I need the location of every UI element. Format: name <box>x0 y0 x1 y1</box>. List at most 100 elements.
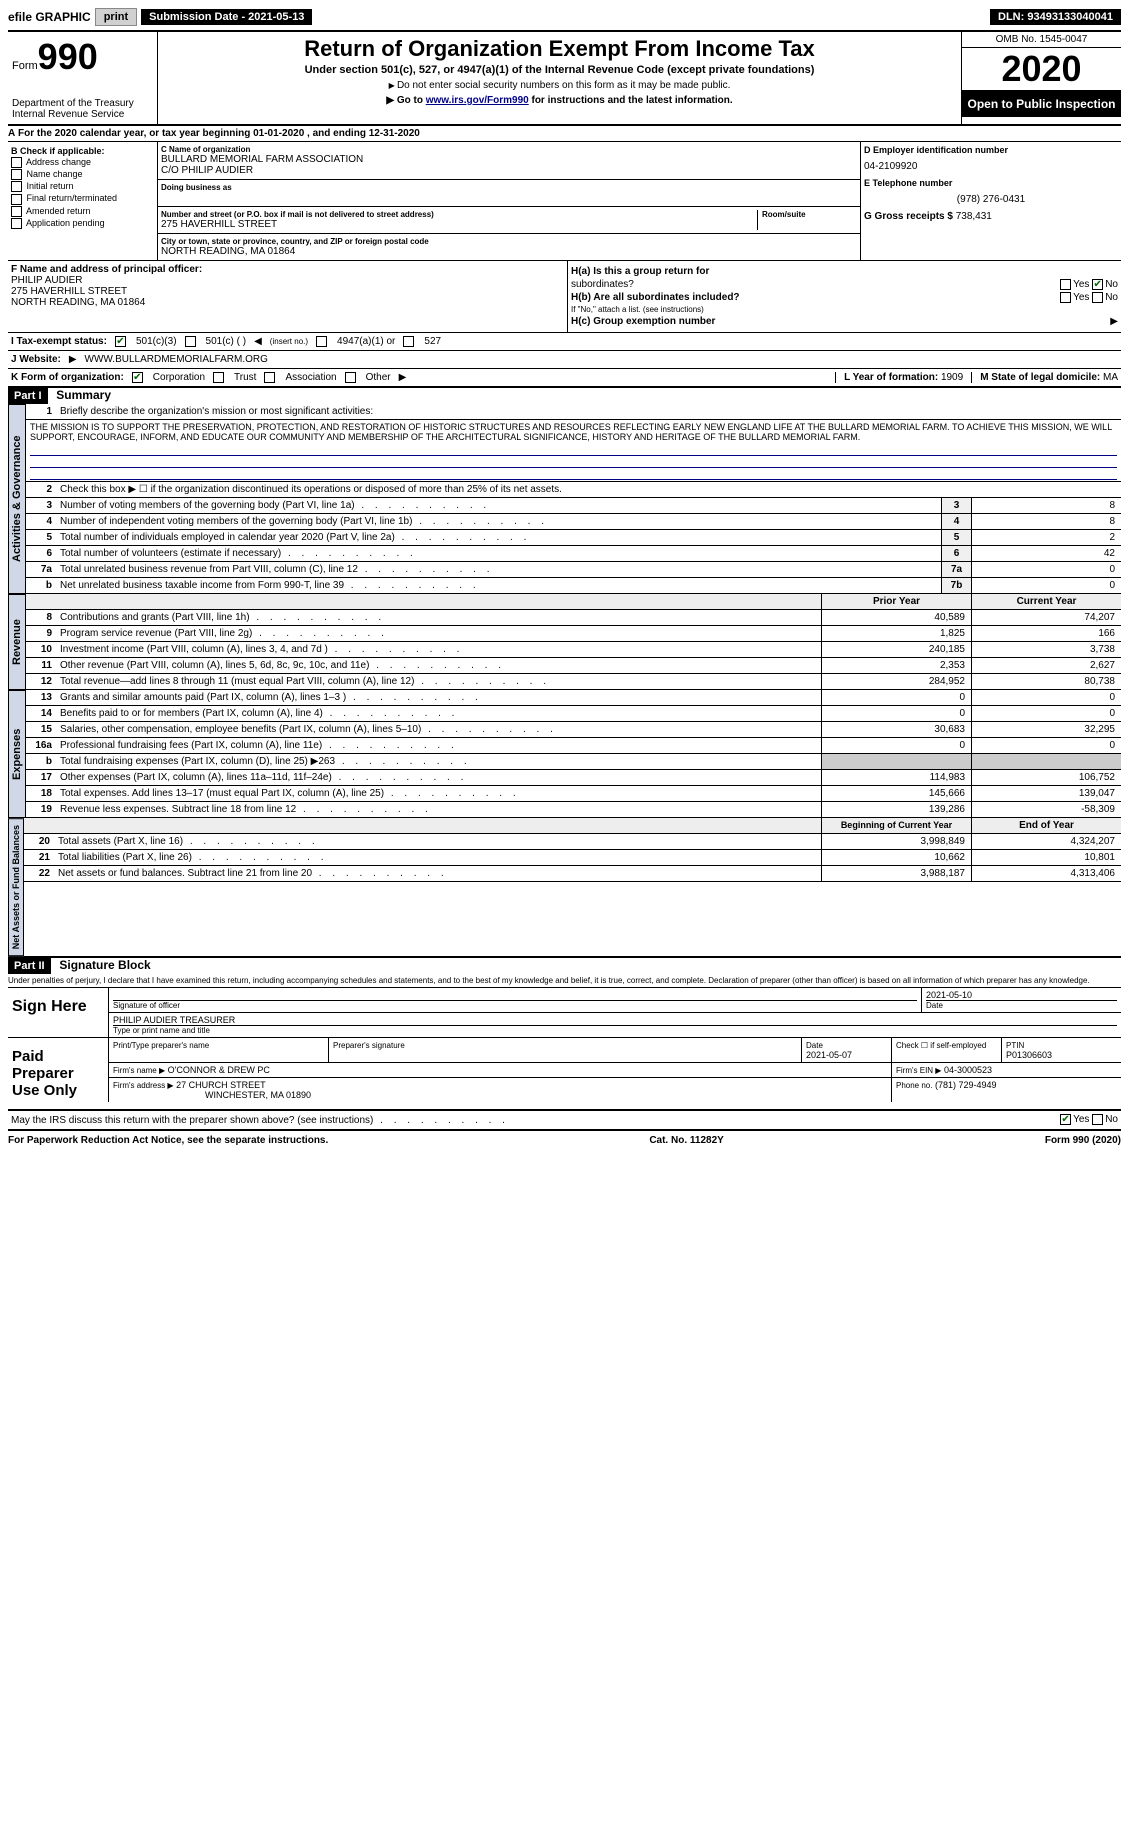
omb-number: OMB No. 1545-0047 <box>962 32 1121 48</box>
cb-address-change[interactable]: Address change <box>11 157 154 168</box>
officer-printed-name: PHILIP AUDIER TREASURER <box>113 1015 1117 1025</box>
prep-date: 2021-05-07 <box>806 1050 852 1060</box>
table-row: 15Salaries, other compensation, employee… <box>26 722 1121 738</box>
section-b-label: B Check if applicable: <box>11 146 154 156</box>
submission-date: Submission Date - 2021-05-13 <box>141 9 312 25</box>
year-formation: 1909 <box>941 372 963 383</box>
cb-trust[interactable] <box>213 372 224 383</box>
addr-label: Number and street (or P.O. box if mail i… <box>161 210 757 219</box>
website-row: J Website: ▶ WWW.BULLARDMEMORIALFARM.ORG <box>8 351 1121 369</box>
table-row: 6Total number of volunteers (estimate if… <box>26 546 1121 562</box>
firm-addr1: 27 CHURCH STREET <box>176 1080 266 1090</box>
declaration: Under penalties of perjury, I declare th… <box>8 974 1121 987</box>
topbar: efile GRAPHIC print Submission Date - 20… <box>8 8 1121 26</box>
cb-501c3[interactable] <box>115 336 126 347</box>
vtab-netassets: Net Assets or Fund Balances <box>8 818 24 956</box>
officer-label: F Name and address of principal officer: <box>11 264 564 275</box>
instructions-link-row: ▶ Go to www.irs.gov/Form990 for instruct… <box>162 95 957 106</box>
part1-exp: Expenses 13Grants and similar amounts pa… <box>8 690 1121 818</box>
table-row: 8Contributions and grants (Part VIII, li… <box>26 610 1121 626</box>
vtab-revenue: Revenue <box>8 594 26 690</box>
firm-addr2: WINCHESTER, MA 01890 <box>205 1090 311 1100</box>
mission-text: THE MISSION IS TO SUPPORT THE PRESERVATI… <box>26 420 1121 444</box>
table-row: 22Net assets or fund balances. Subtract … <box>24 866 1121 882</box>
table-row: 4Number of independent voting members of… <box>26 514 1121 530</box>
form-title: Return of Organization Exempt From Incom… <box>162 36 957 62</box>
cb-corp[interactable] <box>132 372 143 383</box>
part2-header: Part II Signature Block <box>8 958 1121 974</box>
ein-label: D Employer identification number <box>864 145 1118 155</box>
irs-label: Internal Revenue Service <box>12 109 153 120</box>
table-row: 19Revenue less expenses. Subtract line 1… <box>26 802 1121 818</box>
vtab-activities: Activities & Governance <box>8 404 26 594</box>
ein-value: 04-2109920 <box>864 161 1118 172</box>
cb-527[interactable] <box>403 336 414 347</box>
org-city: NORTH READING, MA 01864 <box>161 246 857 257</box>
officer-addr2: NORTH READING, MA 01864 <box>11 297 564 308</box>
cb-final-return[interactable]: Final return/terminated <box>11 193 154 204</box>
table-row: 12Total revenue—add lines 8 through 11 (… <box>26 674 1121 690</box>
ptin: P01306603 <box>1006 1050 1052 1060</box>
table-row: 13Grants and similar amounts paid (Part … <box>26 690 1121 706</box>
sig-date: 2021-05-10 <box>926 990 1117 1000</box>
form-org-row: K Form of organization: Corporation Trus… <box>8 369 1121 388</box>
state-domicile: MA <box>1103 372 1118 383</box>
cb-assoc[interactable] <box>264 372 275 383</box>
gross-label: G Gross receipts $ <box>864 211 953 222</box>
cb-app-pending[interactable]: Application pending <box>11 218 154 229</box>
gross-value: 738,431 <box>956 211 992 222</box>
cat-no: Cat. No. 11282Y <box>649 1135 723 1146</box>
table-row: 18Total expenses. Add lines 13–17 (must … <box>26 786 1121 802</box>
cb-4947[interactable] <box>316 336 327 347</box>
footer: For Paperwork Reduction Act Notice, see … <box>8 1131 1121 1150</box>
print-button[interactable]: print <box>95 8 137 26</box>
org-name: BULLARD MEMORIAL FARM ASSOCIATION <box>161 154 857 165</box>
pra-notice: For Paperwork Reduction Act Notice, see … <box>8 1135 328 1146</box>
tax-year: 2020 <box>962 48 1121 91</box>
period-row: A For the 2020 calendar year, or tax yea… <box>8 126 1121 142</box>
discuss-no[interactable] <box>1092 1114 1103 1125</box>
officer-addr1: 275 HAVERHILL STREET <box>11 286 564 297</box>
irs-link[interactable]: www.irs.gov/Form990 <box>426 95 529 106</box>
hb-yes[interactable] <box>1060 292 1071 303</box>
tax-status-row: I Tax-exempt status: 501(c)(3) 501(c) ( … <box>8 333 1121 351</box>
table-row: 5Total number of individuals employed in… <box>26 530 1121 546</box>
section-bc: B Check if applicable: Address change Na… <box>8 142 1121 261</box>
table-row: 9Program service revenue (Part VIII, lin… <box>26 626 1121 642</box>
form-number: 990 <box>38 36 98 77</box>
table-row: bTotal fundraising expenses (Part IX, co… <box>26 754 1121 770</box>
cb-name-change[interactable]: Name change <box>11 169 154 180</box>
part1-na: Net Assets or Fund Balances Beginning of… <box>8 818 1121 958</box>
ha-no[interactable] <box>1092 279 1103 290</box>
cb-amended[interactable]: Amended return <box>11 206 154 217</box>
table-row: 20Total assets (Part X, line 16)3,998,84… <box>24 834 1121 850</box>
form-subtitle: Under section 501(c), 527, or 4947(a)(1)… <box>162 64 957 76</box>
ha-yes[interactable] <box>1060 279 1071 290</box>
cb-initial-return[interactable]: Initial return <box>11 181 154 192</box>
table-row: 16aProfessional fundraising fees (Part I… <box>26 738 1121 754</box>
officer-name: PHILIP AUDIER <box>11 275 564 286</box>
website-value: WWW.BULLARDMEMORIALFARM.ORG <box>85 354 268 365</box>
city-label: City or town, state or province, country… <box>161 237 857 246</box>
table-row: bNet unrelated business taxable income f… <box>26 578 1121 594</box>
cb-501c[interactable] <box>185 336 196 347</box>
table-row: 14Benefits paid to or for members (Part … <box>26 706 1121 722</box>
discuss-yes[interactable] <box>1060 1114 1071 1125</box>
table-row: 10Investment income (Part VIII, column (… <box>26 642 1121 658</box>
tel-value: (978) 276-0431 <box>864 194 1118 205</box>
table-row: 3Number of voting members of the governi… <box>26 498 1121 514</box>
table-row: 7aTotal unrelated business revenue from … <box>26 562 1121 578</box>
part1-header: Part I Summary <box>8 388 1121 404</box>
firm-phone: (781) 729-4949 <box>935 1080 997 1090</box>
firm-name: O'CONNOR & DREW PC <box>168 1065 270 1075</box>
org-name-label: C Name of organization <box>161 145 857 154</box>
vtab-expenses: Expenses <box>8 690 26 818</box>
hb-no[interactable] <box>1092 292 1103 303</box>
org-co: C/O PHILIP AUDIER <box>161 165 857 176</box>
table-row: 21Total liabilities (Part X, line 26)10,… <box>24 850 1121 866</box>
ssn-note: Do not enter social security numbers on … <box>162 80 957 91</box>
hb-note: If "No," attach a list. (see instruction… <box>571 305 1118 314</box>
ha-row: H(a) Is this a group return for <box>571 266 1118 277</box>
dba-label: Doing business as <box>161 183 857 192</box>
cb-other[interactable] <box>345 372 356 383</box>
